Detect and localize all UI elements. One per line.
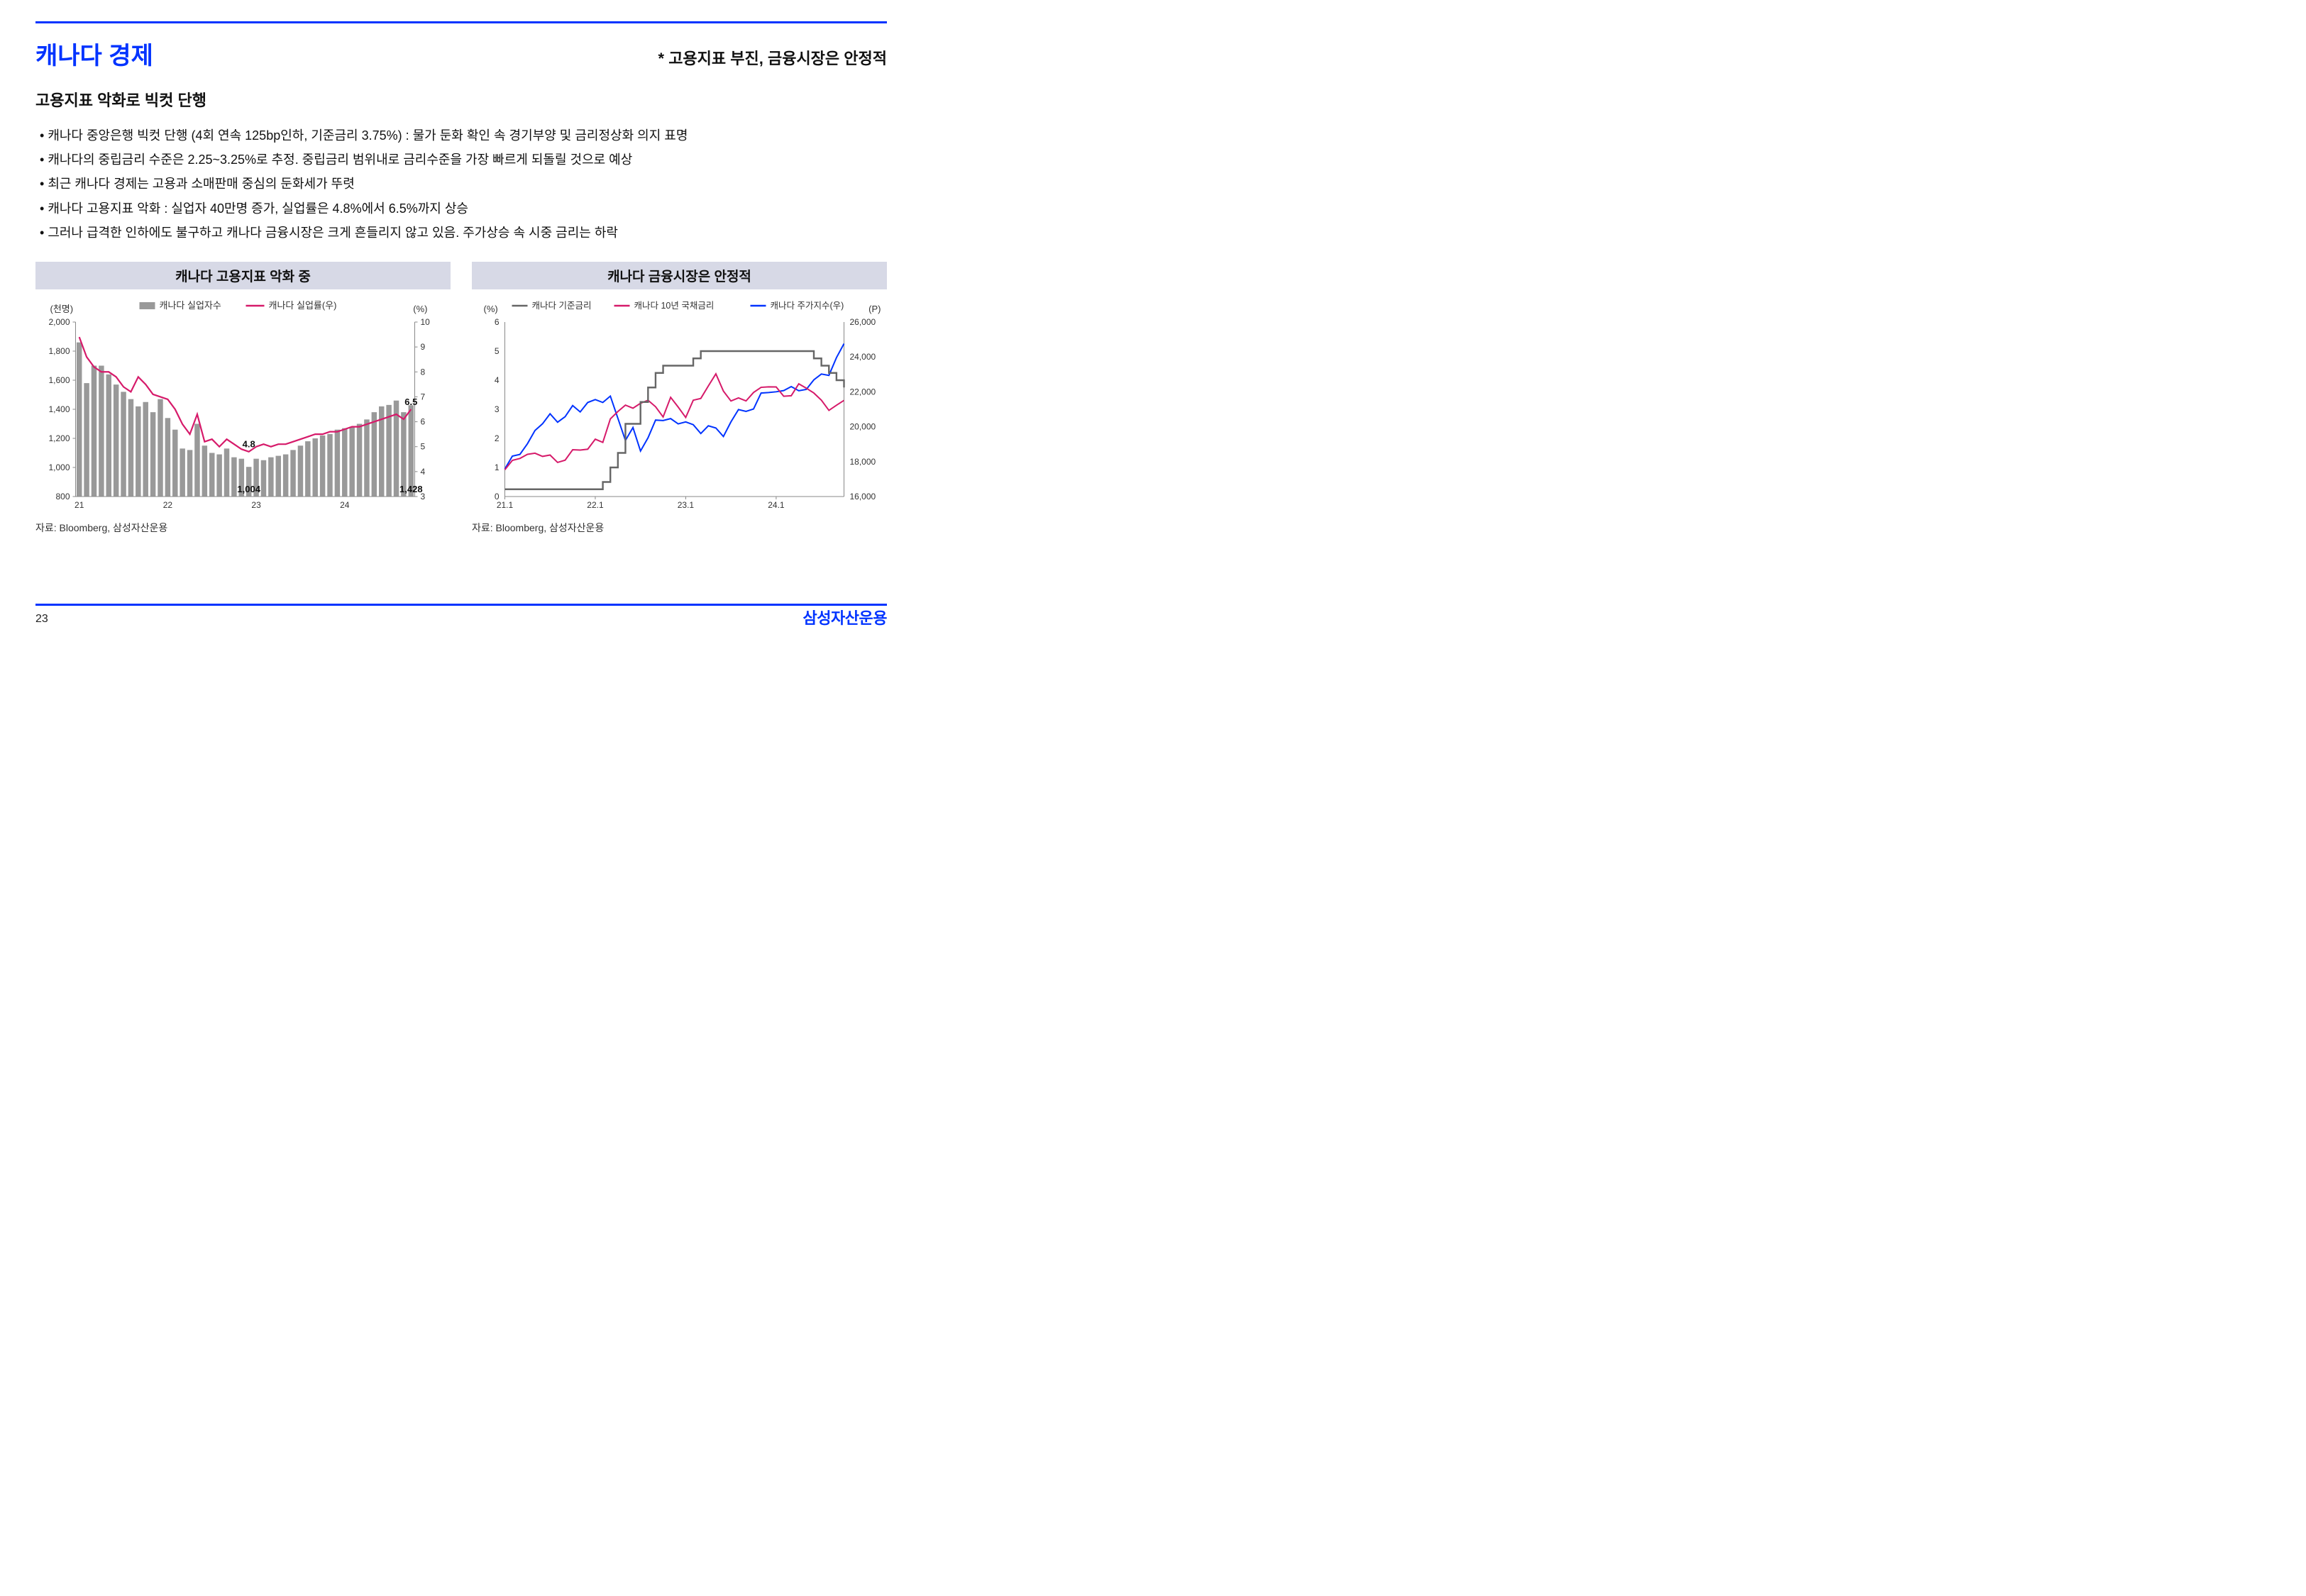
svg-text:4: 4 bbox=[495, 375, 500, 385]
chart-left-body: (천명) (%) 캐나다 실업자수 캐나다 실업률(우) 800 1,000 1,200 1,… bbox=[35, 297, 451, 516]
svg-text:24: 24 bbox=[340, 500, 350, 510]
bullet-item: 그러나 급격한 인하에도 불구하고 캐나다 금융시장은 크게 흔들리지 않고 있… bbox=[40, 221, 887, 245]
svg-text:캐나다 10년 국채금리: 캐나다 10년 국채금리 bbox=[634, 301, 715, 311]
svg-text:1,400: 1,400 bbox=[48, 404, 70, 414]
svg-text:800: 800 bbox=[55, 492, 70, 501]
chart-right: 캐나다 금융시장은 안정적 (%) (P) 캐나다 기준금리 캐나다 10년 국채금리… bbox=[472, 262, 887, 535]
svg-text:18,000: 18,000 bbox=[850, 457, 876, 467]
chart-right-source: 자료: Bloomberg, 삼성자산운용 bbox=[472, 521, 887, 535]
chart-right-svg: (%)(P)캐나다 기준금리캐나다 10년 국채금리캐나다 주가지수(우)012… bbox=[472, 297, 887, 516]
svg-text:1,000: 1,000 bbox=[48, 462, 70, 472]
chart-left-source: 자료: Bloomberg, 삼성자산운용 bbox=[35, 521, 451, 535]
svg-text:1,428: 1,428 bbox=[399, 484, 423, 494]
footer-rule bbox=[35, 604, 887, 606]
svg-text:1,200: 1,200 bbox=[48, 433, 70, 443]
svg-text:2: 2 bbox=[495, 433, 500, 443]
svg-text:2,000: 2,000 bbox=[48, 317, 70, 327]
svg-text:26,000: 26,000 bbox=[850, 317, 876, 327]
svg-text:1,800: 1,800 bbox=[48, 346, 70, 356]
brand-logo: 삼성자산운용 bbox=[803, 606, 887, 628]
svg-text:21: 21 bbox=[75, 500, 84, 510]
svg-text:6.5: 6.5 bbox=[404, 397, 417, 407]
chart-left-title: 캐나다 고용지표 악화 중 bbox=[35, 262, 451, 289]
svg-text:24.1: 24.1 bbox=[768, 500, 785, 510]
svg-text:캐나다 실업자수: 캐나다 실업자수 bbox=[160, 300, 221, 311]
svg-text:21.1: 21.1 bbox=[497, 500, 514, 510]
chart-left-svg: (천명) (%) 캐나다 실업자수 캐나다 실업률(우) 800 1,000 1,200 1,… bbox=[35, 297, 451, 516]
svg-text:16,000: 16,000 bbox=[850, 492, 876, 501]
svg-text:1,600: 1,600 bbox=[48, 375, 70, 385]
top-rule bbox=[35, 21, 887, 23]
svg-text:8: 8 bbox=[421, 367, 426, 377]
bullet-item: 캐나다 고용지표 악화 : 실업자 40만명 증가, 실업률은 4.8%에서 6… bbox=[40, 196, 887, 221]
svg-text:22,000: 22,000 bbox=[850, 387, 876, 397]
bullet-item: 최근 캐나다 경제는 고용과 소매판매 중심의 둔화세가 뚜렷 bbox=[40, 172, 887, 196]
charts-row: 캐나다 고용지표 악화 중 (천명) (%) 캐나다 실업자수 캐나다 실업률(우) 8… bbox=[35, 262, 887, 535]
svg-text:24,000: 24,000 bbox=[850, 352, 876, 362]
svg-text:6: 6 bbox=[421, 417, 426, 427]
section-heading: 고용지표 악화로 빅컷 단행 bbox=[35, 88, 887, 111]
svg-text:23: 23 bbox=[251, 500, 261, 510]
svg-text:캐나다 기준금리: 캐나다 기준금리 bbox=[532, 301, 592, 311]
svg-text:(%): (%) bbox=[413, 304, 427, 314]
svg-text:캐나다 주가지수(우): 캐나다 주가지수(우) bbox=[771, 301, 844, 311]
bullet-item: 캐나다 중앙은행 빅컷 단행 (4회 연속 125bp인하, 기준금리 3.75… bbox=[40, 123, 887, 148]
chart-right-body: (%)(P)캐나다 기준금리캐나다 10년 국채금리캐나다 주가지수(우)012… bbox=[472, 297, 887, 516]
chart-left: 캐나다 고용지표 악화 중 (천명) (%) 캐나다 실업자수 캐나다 실업률(우) 8… bbox=[35, 262, 451, 535]
header-row: 캐나다 경제 * 고용지표 부진, 금융시장은 안정적 bbox=[35, 36, 887, 71]
bullet-list: 캐나다 중앙은행 빅컷 단행 (4회 연속 125bp인하, 기준금리 3.75… bbox=[35, 123, 887, 245]
svg-text:7: 7 bbox=[421, 392, 426, 401]
main-title: 캐나다 경제 bbox=[35, 36, 153, 71]
svg-text:1: 1 bbox=[495, 462, 500, 472]
svg-text:캐나다 실업률(우): 캐나다 실업률(우) bbox=[269, 300, 337, 311]
svg-text:10: 10 bbox=[421, 317, 431, 327]
svg-text:9: 9 bbox=[421, 342, 426, 352]
svg-text:(천명): (천명) bbox=[50, 304, 74, 314]
svg-text:(%): (%) bbox=[484, 304, 498, 314]
svg-text:3: 3 bbox=[495, 404, 500, 414]
chart-right-title: 캐나다 금융시장은 안정적 bbox=[472, 262, 887, 289]
svg-text:22: 22 bbox=[163, 500, 173, 510]
svg-text:5: 5 bbox=[495, 346, 500, 356]
page-number: 23 bbox=[35, 613, 48, 626]
svg-text:4.8: 4.8 bbox=[243, 439, 255, 450]
bullet-item: 캐나다의 중립금리 수준은 2.25~3.25%로 추정. 중립금리 범위내로 … bbox=[40, 148, 887, 172]
svg-text:22.1: 22.1 bbox=[587, 500, 604, 510]
svg-text:20,000: 20,000 bbox=[850, 422, 876, 432]
svg-text:23.1: 23.1 bbox=[678, 500, 695, 510]
svg-text:6: 6 bbox=[495, 317, 500, 327]
svg-text:(P): (P) bbox=[868, 304, 881, 314]
svg-text:1,004: 1,004 bbox=[237, 484, 260, 494]
svg-text:5: 5 bbox=[421, 442, 426, 452]
header-right-note: * 고용지표 부진, 금융시장은 안정적 bbox=[658, 46, 887, 69]
svg-text:4: 4 bbox=[421, 467, 426, 477]
